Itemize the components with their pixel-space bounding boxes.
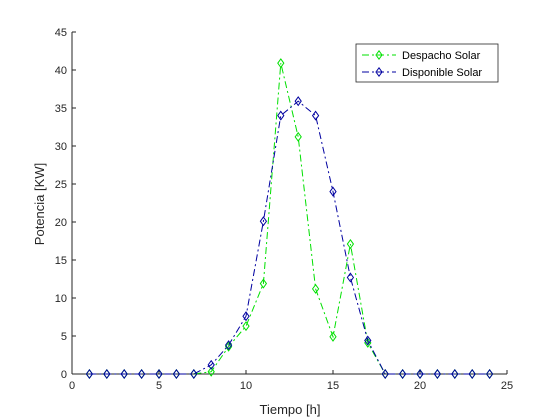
data-point — [364, 335, 372, 346]
y-axis-label: Potencia [KW] — [32, 163, 47, 245]
data-point — [277, 110, 285, 121]
y-tick-label-8: 40 — [55, 65, 67, 77]
data-point — [224, 341, 233, 352]
x-tick-label-5: 25 — [501, 380, 513, 392]
legend-marker — [375, 66, 383, 78]
plot-area — [72, 32, 507, 374]
y-tick-label-6: 30 — [55, 141, 67, 153]
data-point — [346, 238, 355, 250]
series-disponible-solar — [85, 96, 494, 380]
data-point — [259, 278, 268, 289]
y-tick-label-2: 10 — [55, 293, 67, 305]
data-point — [277, 58, 285, 69]
data-point — [433, 368, 442, 380]
data-point — [416, 368, 424, 380]
data-point — [329, 331, 337, 342]
data-point — [381, 368, 389, 380]
legend-item-disponible-solar: Disponible Solar — [362, 66, 482, 79]
data-point — [242, 321, 250, 332]
y-tick-label-4: 20 — [55, 217, 67, 229]
y-tick-label-0: 0 — [61, 369, 67, 381]
data-point — [155, 368, 163, 380]
data-point — [120, 368, 128, 380]
data-point — [103, 368, 111, 380]
legend-marker — [375, 49, 383, 61]
data-point — [224, 340, 233, 351]
x-tick-label-3: 15 — [327, 380, 339, 392]
y-tick-label-9: 45 — [55, 27, 67, 39]
x-tick-label-4: 20 — [414, 380, 426, 392]
x-tick-label-0: 0 — [69, 380, 75, 392]
data-point — [207, 366, 215, 377]
data-point — [311, 283, 320, 294]
data-point — [451, 368, 459, 380]
data-point — [346, 272, 355, 283]
data-point — [468, 368, 476, 380]
x-tick-label-1: 5 — [156, 380, 162, 392]
data-point — [398, 368, 407, 380]
y-tick-label-5: 25 — [55, 179, 67, 191]
data-point — [242, 311, 250, 322]
data-point — [311, 110, 320, 121]
series-layer — [85, 58, 494, 380]
legend-label: Disponible Solar — [402, 67, 482, 79]
x-tick-label-2: 10 — [240, 380, 252, 392]
plot-axes: 0 5 10 15 20 25 0 5 10 15 20 25 30 35 40 45 — [55, 27, 513, 392]
legend: Despacho Solar Disponible Solar — [355, 43, 499, 83]
x-axis-label: Tiempo [h] — [260, 402, 321, 417]
data-point — [294, 96, 302, 107]
y-tick-label-7: 35 — [55, 103, 67, 115]
data-point — [485, 368, 494, 380]
data-point — [172, 368, 181, 380]
data-point — [207, 359, 215, 370]
data-point — [329, 186, 337, 197]
legend-label: Despacho Solar — [402, 50, 481, 62]
legend-item-despacho-solar: Despacho Solar — [362, 49, 481, 62]
data-point — [85, 368, 94, 380]
data-point — [137, 368, 146, 380]
y-tick-label-1: 5 — [61, 331, 67, 343]
y-tick-label-3: 15 — [55, 255, 67, 267]
data-point — [190, 368, 198, 380]
data-point — [294, 131, 302, 142]
data-point — [259, 216, 268, 227]
